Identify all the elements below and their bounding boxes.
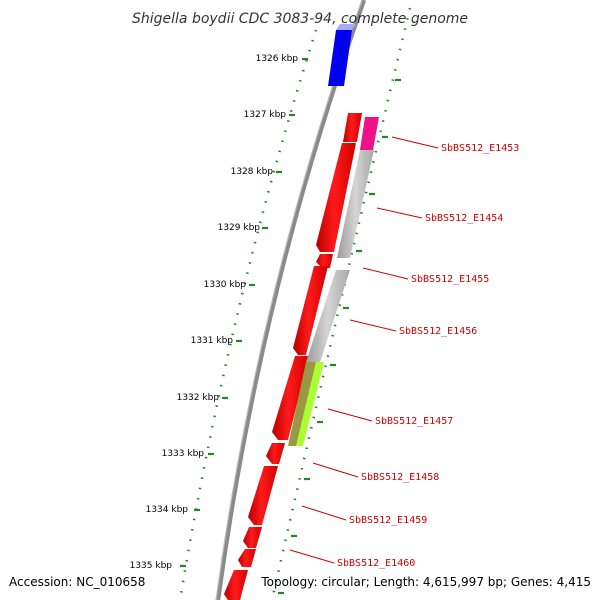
feature-olive [288, 362, 318, 446]
kbp-label: 1328 kbp [231, 167, 274, 177]
map-title: Shigella boydii CDC 3083-94, complete ge… [132, 11, 468, 27]
feature-blue-top [336, 24, 356, 30]
gene-label[interactable]: SbBS512_E1457 [375, 416, 453, 427]
gene-label[interactable]: SbBS512_E1459 [349, 515, 427, 526]
gene-sbbs512-e1456 [293, 266, 328, 355]
kbp-label: 1333 kbp [162, 449, 205, 459]
gene-sbbs512-e1458 [266, 443, 285, 464]
gene-next-2 [224, 570, 248, 600]
topology-text: Topology: circular; Length: 4,615,997 bp… [260, 575, 591, 589]
feature-gray-2 [306, 270, 350, 362]
feature-lime [296, 362, 324, 446]
red-gene-chain [224, 113, 362, 600]
kbp-label: 1330 kbp [204, 280, 247, 290]
kbp-label: 1326 kbp [256, 54, 299, 64]
inner-ticks [180, 57, 308, 568]
gene-sbbs512-e1457 [272, 356, 309, 440]
gene-sbbs512-e1454 [316, 143, 356, 252]
kbp-label: 1332 kbp [177, 393, 220, 403]
feature-blue [328, 30, 352, 86]
gene-label[interactable]: SbBS512_E1453 [441, 143, 519, 154]
gene-next-1 [238, 549, 256, 567]
accession-text: Accession: NC_010658 [9, 575, 145, 589]
gene-label[interactable]: SbBS512_E1454 [425, 213, 503, 224]
gene-label[interactable]: SbBS512_E1455 [411, 274, 489, 285]
feature-gray-1 [337, 150, 374, 258]
gene-label[interactable]: SbBS512_E1458 [361, 472, 439, 483]
kbp-label: 1331 kbp [191, 336, 234, 346]
label-connectors [289, 136, 439, 564]
gene-label[interactable]: SbBS512_E1456 [399, 326, 477, 337]
outer-ticks [278, 78, 401, 595]
kbp-label: 1334 kbp [146, 505, 189, 515]
outer-dotted-ring [270, 7, 412, 600]
gene-label[interactable]: SbBS512_E1460 [337, 558, 415, 569]
gene-sbbs512-e1453 [343, 113, 362, 142]
gene-sbbs512-e1460 [243, 527, 262, 548]
gene-sbbs512-e1459 [248, 466, 278, 525]
kbp-label: 1327 kbp [244, 110, 287, 120]
feature-magenta [360, 117, 379, 150]
genome-backbone [215, 0, 367, 600]
kbp-label: 1335 kbp [130, 561, 173, 571]
kbp-label: 1329 kbp [218, 223, 261, 233]
gene-sbbs512-e1455 [316, 254, 333, 268]
